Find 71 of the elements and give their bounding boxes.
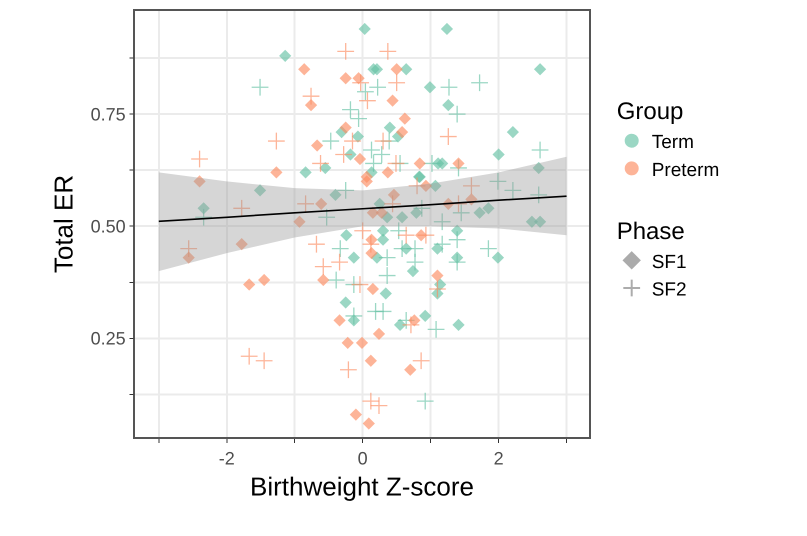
point [432, 270, 444, 282]
point [317, 274, 330, 286]
point [492, 252, 504, 264]
point [279, 50, 292, 62]
point [305, 99, 317, 112]
point [452, 319, 464, 331]
point [407, 265, 419, 277]
y-tick-label: 0.75 [90, 104, 126, 124]
point [398, 112, 411, 124]
point [394, 319, 406, 331]
point [340, 296, 352, 308]
y-tick-label: 0.25 [90, 328, 126, 349]
point [377, 234, 389, 246]
point [354, 153, 366, 165]
point [371, 63, 383, 76]
point [390, 63, 403, 76]
point [348, 252, 360, 264]
text: Phase [616, 218, 685, 245]
point [492, 148, 504, 160]
point [380, 288, 392, 300]
point [362, 418, 375, 430]
x-tick-label: -2 [218, 448, 235, 468]
legend-label: Term [652, 132, 694, 154]
point [396, 126, 408, 138]
x-axis-title: Birthweight Z-score [250, 472, 474, 502]
point [367, 283, 379, 295]
point [384, 122, 396, 134]
point [298, 63, 310, 76]
point [364, 354, 377, 367]
point [352, 130, 364, 142]
point [424, 81, 436, 94]
legend-label: Preterm [652, 160, 720, 181]
point [400, 63, 412, 76]
point [534, 63, 546, 76]
point [319, 162, 332, 174]
x-tick-label: 0 [358, 448, 368, 468]
point [342, 336, 354, 349]
x-tick-label: 2 [494, 448, 504, 468]
point [404, 364, 416, 376]
point [419, 310, 432, 322]
point [258, 274, 270, 286]
point [360, 176, 373, 188]
point [334, 314, 346, 326]
point [311, 140, 323, 152]
point [386, 94, 398, 107]
point [350, 408, 362, 420]
point [507, 126, 519, 138]
point [340, 72, 352, 84]
point [340, 122, 352, 134]
line-series [158, 195, 568, 222]
point [270, 166, 282, 178]
point [414, 158, 426, 170]
point [441, 23, 453, 35]
y-axis-title: Total ER [48, 174, 79, 274]
y-tick-label: 0.50 [90, 216, 126, 237]
legend-label: SF2 [652, 279, 687, 300]
text: Group [616, 98, 684, 126]
point [243, 278, 256, 290]
point [452, 158, 464, 170]
point [442, 99, 454, 112]
point [382, 166, 394, 178]
point [377, 224, 389, 237]
point [340, 229, 352, 242]
legend-label: SF1 [652, 252, 687, 273]
point [358, 23, 371, 35]
point [436, 158, 448, 170]
point [373, 328, 385, 340]
point [356, 336, 368, 349]
point [344, 148, 356, 160]
point [300, 166, 312, 178]
point [432, 242, 444, 255]
